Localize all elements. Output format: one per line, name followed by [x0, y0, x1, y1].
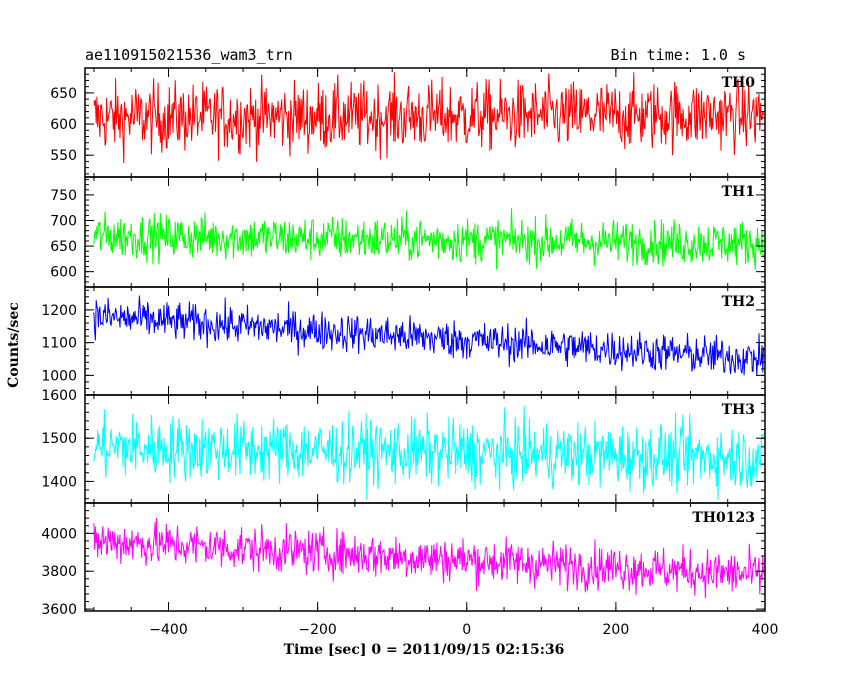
x-tick-label: 200 [603, 622, 630, 638]
x-tick-labels: −400 −200 0 200 400 [149, 622, 778, 638]
panel-TH0123: 3600 3800 4000 TH0123 [41, 502, 766, 618]
y-tick-label: 3800 [41, 564, 77, 580]
y-tick-label: 1400 [41, 474, 77, 490]
panel-TH0: 550 600 650 TH0 [50, 67, 766, 178]
y-tick-label: 1600 [41, 388, 77, 404]
panel-frame [84, 502, 766, 612]
y-tick-label: 1100 [41, 336, 77, 352]
y-axis-label: Counts/sec [6, 302, 22, 388]
panel-TH2: 1000 1100 1200 TH2 [41, 286, 766, 396]
y-tick-label: 1200 [41, 303, 77, 319]
x-tick-label: −200 [298, 622, 336, 638]
y-tick-label: 650 [50, 239, 77, 255]
series-line-TH0123 [93, 517, 764, 599]
series-line-TH1 [93, 208, 764, 271]
panel-label-TH0: TH0 [722, 75, 756, 91]
y-tick-label: 4000 [41, 526, 77, 542]
panel-frame [84, 394, 766, 504]
bin-time-label: Bin time: 1.0 s [611, 46, 746, 64]
y-tick-label: 3600 [41, 602, 77, 618]
panel-label-TH2: TH2 [722, 294, 755, 310]
y-tick-label: 650 [50, 86, 77, 102]
figure-title: ae110915021536_wam3_trn [85, 46, 293, 64]
y-tick-label: 700 [50, 213, 77, 229]
series-line-TH2 [93, 295, 764, 377]
y-tick-label: 550 [50, 148, 77, 164]
panel-TH1: 600 650 700 750 TH1 [50, 176, 766, 288]
y-tick-label: 1000 [41, 368, 77, 384]
y-tick-label: 750 [50, 188, 77, 204]
y-tick-label: 600 [50, 117, 77, 133]
panel-label-TH1: TH1 [722, 184, 755, 200]
x-tick-label: 400 [752, 622, 779, 638]
panel-TH3: 1400 1500 1600 TH3 [41, 388, 766, 504]
panel-label-TH3: TH3 [722, 402, 755, 418]
y-tick-label: 600 [50, 265, 77, 281]
panels-group: 550 600 650 TH0 600 650 700 750 TH1 1000 1100 1200 T… [41, 67, 766, 618]
x-tick-label: 0 [462, 622, 471, 638]
x-axis-label: Time [sec] 0 = 2011/09/15 02:15:36 [284, 642, 565, 658]
y-tick-label: 1500 [41, 431, 77, 447]
panel-label-TH0123: TH0123 [692, 510, 755, 526]
series-line-TH0 [93, 72, 764, 164]
series-line-TH3 [93, 405, 764, 501]
x-tick-label: −400 [149, 622, 187, 638]
